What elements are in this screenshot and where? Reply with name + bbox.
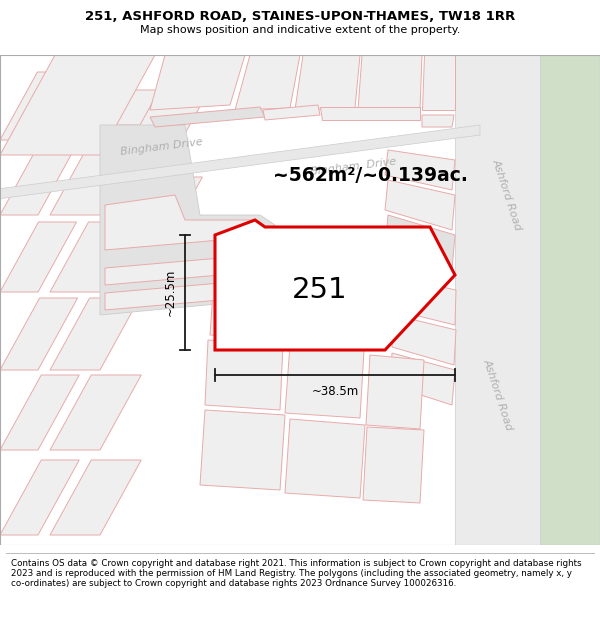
Polygon shape: [110, 177, 202, 245]
Polygon shape: [285, 345, 364, 418]
Text: Bingham  Drive: Bingham Drive: [310, 157, 397, 177]
Polygon shape: [200, 410, 285, 490]
Polygon shape: [105, 280, 255, 310]
Text: 251: 251: [292, 276, 348, 304]
Polygon shape: [105, 255, 255, 285]
Polygon shape: [263, 105, 320, 120]
Polygon shape: [358, 55, 422, 110]
Polygon shape: [392, 315, 456, 365]
Polygon shape: [50, 375, 141, 450]
Polygon shape: [50, 222, 139, 292]
Polygon shape: [105, 195, 255, 250]
Polygon shape: [110, 90, 159, 125]
Text: Ashford Road: Ashford Road: [482, 358, 514, 432]
Polygon shape: [50, 460, 141, 535]
Polygon shape: [0, 55, 155, 155]
Polygon shape: [385, 215, 455, 270]
Polygon shape: [390, 353, 455, 405]
Polygon shape: [363, 427, 424, 503]
Text: Bingham Drive: Bingham Drive: [120, 137, 203, 157]
Polygon shape: [285, 419, 365, 498]
Polygon shape: [235, 55, 300, 110]
Polygon shape: [295, 55, 360, 110]
Polygon shape: [210, 292, 282, 340]
Polygon shape: [540, 55, 600, 545]
Polygon shape: [150, 55, 245, 110]
Text: 251, ASHFORD ROAD, STAINES-UPON-THAMES, TW18 1RR: 251, ASHFORD ROAD, STAINES-UPON-THAMES, …: [85, 10, 515, 22]
Polygon shape: [50, 72, 137, 140]
Text: ~25.5m: ~25.5m: [164, 269, 177, 316]
Polygon shape: [385, 150, 455, 190]
Polygon shape: [0, 222, 77, 292]
Polygon shape: [215, 220, 455, 350]
Polygon shape: [205, 340, 283, 410]
Text: ~562m²/~0.139ac.: ~562m²/~0.139ac.: [272, 166, 467, 185]
Polygon shape: [394, 277, 456, 325]
Polygon shape: [100, 125, 275, 315]
Polygon shape: [110, 102, 202, 170]
Polygon shape: [422, 55, 455, 110]
Polygon shape: [366, 355, 424, 429]
Polygon shape: [0, 375, 79, 450]
Text: Map shows position and indicative extent of the property.: Map shows position and indicative extent…: [140, 25, 460, 35]
Polygon shape: [455, 55, 540, 545]
Polygon shape: [0, 147, 76, 215]
Text: Contains OS data © Crown copyright and database right 2021. This information is : Contains OS data © Crown copyright and d…: [11, 559, 581, 588]
Polygon shape: [50, 147, 137, 215]
Text: ~38.5m: ~38.5m: [311, 385, 359, 398]
Polygon shape: [320, 107, 420, 120]
Polygon shape: [0, 460, 79, 535]
Polygon shape: [150, 107, 265, 127]
Polygon shape: [422, 115, 454, 127]
Polygon shape: [0, 125, 480, 200]
Polygon shape: [0, 72, 76, 140]
Text: Ashford Road: Ashford Road: [491, 158, 523, 232]
Polygon shape: [385, 180, 455, 230]
Polygon shape: [50, 298, 140, 370]
Polygon shape: [0, 298, 77, 370]
